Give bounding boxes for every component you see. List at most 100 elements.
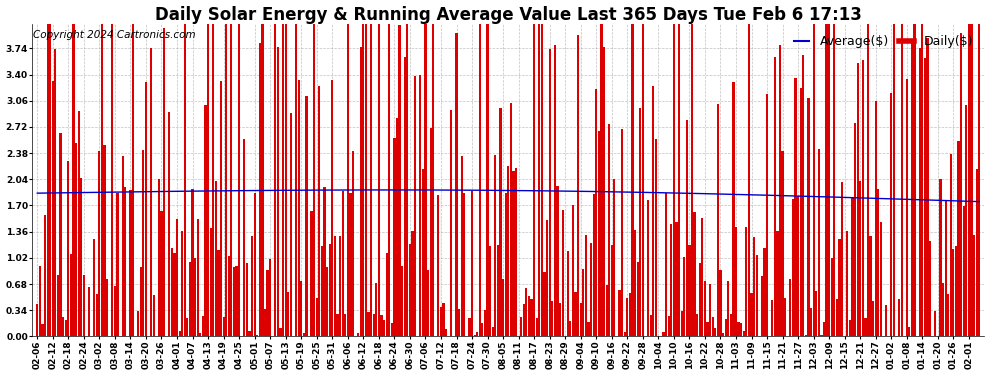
Bar [337, 314, 339, 336]
Bar [54, 49, 56, 336]
Bar [834, 24, 836, 336]
Bar [929, 242, 932, 336]
Bar [869, 236, 871, 336]
Bar [440, 307, 443, 336]
Bar [861, 60, 864, 336]
Bar [646, 200, 649, 336]
Bar [42, 324, 44, 336]
Bar [393, 138, 395, 336]
Bar [367, 312, 369, 336]
Bar [848, 320, 851, 336]
Bar [391, 323, 393, 336]
Bar [712, 317, 714, 336]
Bar [556, 186, 558, 336]
Bar [56, 275, 59, 336]
Bar [890, 93, 892, 336]
Bar [77, 111, 80, 336]
Bar [792, 199, 794, 336]
Bar [93, 239, 95, 336]
Bar [637, 262, 639, 336]
Bar [184, 24, 186, 336]
Bar [463, 193, 465, 336]
Bar [585, 235, 587, 336]
Bar [854, 123, 856, 336]
Bar [531, 299, 533, 336]
Bar [960, 33, 962, 336]
Bar [152, 295, 154, 336]
Bar [47, 24, 49, 336]
Bar [582, 268, 584, 336]
Bar [106, 279, 108, 336]
Bar [874, 100, 877, 336]
Bar [329, 244, 331, 336]
Bar [157, 179, 160, 336]
Bar [468, 318, 470, 336]
Bar [957, 141, 959, 336]
Bar [96, 294, 98, 336]
Bar [539, 24, 541, 336]
Bar [274, 24, 276, 336]
Bar [528, 296, 530, 336]
Bar [691, 24, 693, 336]
Bar [50, 24, 51, 336]
Bar [738, 322, 740, 336]
Bar [122, 156, 124, 336]
Bar [220, 81, 222, 336]
Bar [499, 108, 502, 336]
Bar [497, 245, 499, 336]
Bar [859, 181, 861, 336]
Bar [755, 255, 757, 336]
Bar [357, 333, 359, 336]
Bar [908, 327, 911, 336]
Bar [885, 304, 887, 336]
Bar [339, 237, 342, 336]
Title: Daily Solar Energy & Running Average Value Last 365 Days Tue Feb 6 17:13: Daily Solar Energy & Running Average Val… [154, 6, 861, 24]
Bar [39, 266, 41, 336]
Text: Copyright 2024 Cartronics.com: Copyright 2024 Cartronics.com [33, 30, 196, 40]
Bar [269, 259, 271, 336]
Bar [313, 24, 315, 336]
Bar [797, 196, 799, 336]
Bar [763, 248, 765, 336]
Bar [802, 55, 805, 336]
Bar [401, 267, 403, 336]
Bar [551, 302, 553, 336]
Bar [494, 155, 496, 336]
Bar [935, 310, 937, 336]
Bar [430, 128, 432, 336]
Bar [587, 321, 590, 336]
Bar [346, 24, 348, 336]
Bar [707, 322, 709, 336]
Bar [962, 206, 965, 336]
Bar [446, 329, 447, 336]
Bar [510, 103, 512, 336]
Bar [404, 57, 406, 336]
Bar [546, 220, 548, 336]
Bar [279, 328, 281, 336]
Bar [72, 24, 74, 336]
Bar [266, 270, 268, 336]
Bar [686, 120, 688, 336]
Bar [808, 98, 810, 336]
Bar [667, 316, 670, 336]
Bar [701, 218, 704, 336]
Bar [714, 328, 717, 336]
Bar [385, 253, 388, 336]
Bar [901, 24, 903, 336]
Bar [872, 301, 874, 336]
Bar [831, 258, 833, 336]
Bar [505, 193, 507, 336]
Bar [559, 303, 561, 336]
Bar [940, 179, 941, 336]
Bar [362, 24, 364, 336]
Bar [665, 193, 667, 336]
Bar [481, 323, 483, 336]
Bar [372, 314, 375, 336]
Bar [143, 150, 145, 336]
Bar [264, 309, 266, 336]
Bar [774, 57, 776, 336]
Bar [210, 228, 212, 336]
Bar [258, 43, 261, 336]
Bar [670, 224, 672, 336]
Bar [101, 24, 103, 336]
